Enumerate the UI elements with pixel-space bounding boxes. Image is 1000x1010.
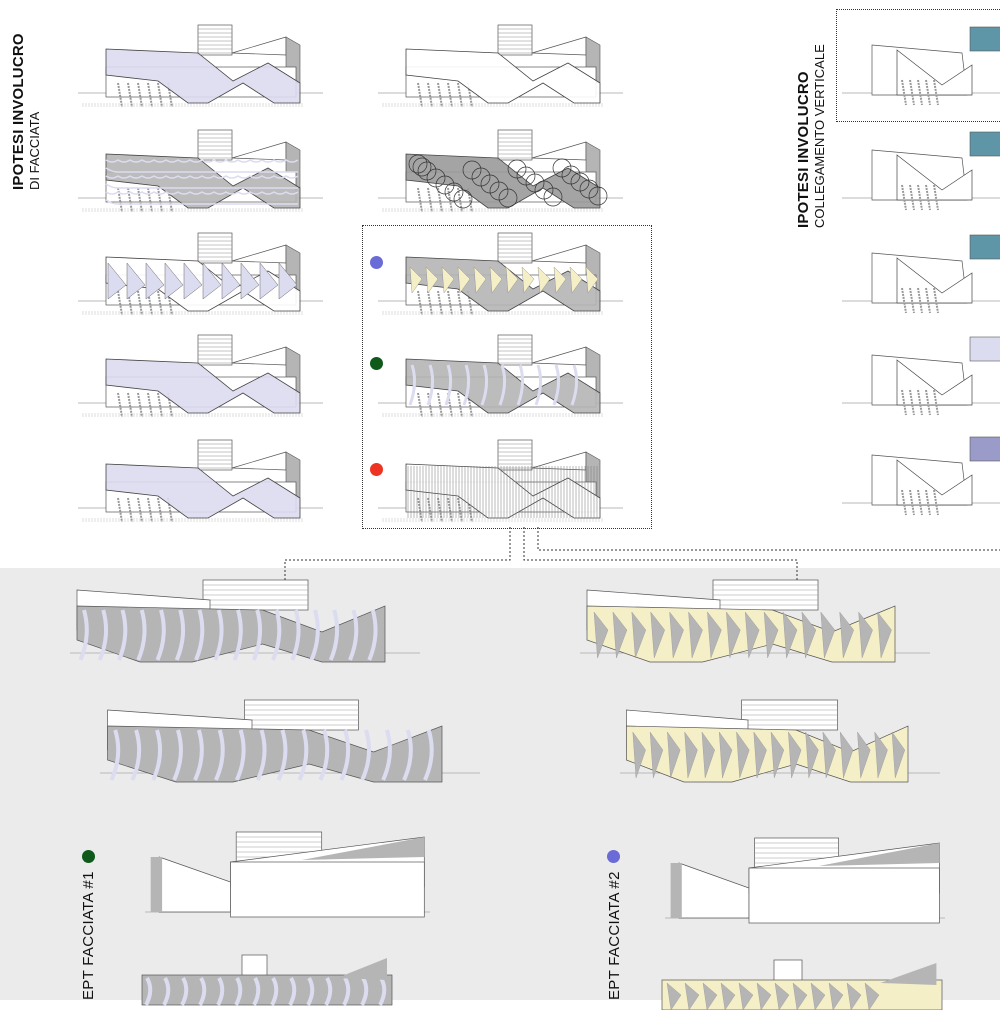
concept1-elevation-b: [100, 699, 480, 783]
concept1-elevation-d: [141, 954, 393, 1006]
option-lavender-3: [78, 439, 323, 523]
concept2-elevation-b: [620, 699, 940, 783]
concept-1-marker: [82, 850, 95, 863]
selected-options-box: [362, 225, 652, 529]
option-triangles-lavender: [78, 232, 323, 316]
concept2-elevation-a: [580, 579, 930, 663]
selected-vertical-box: [836, 9, 1000, 122]
option-circles: [378, 129, 623, 213]
vertical-lavender: [842, 336, 1000, 416]
marker-vertical-lines-pattern: [370, 463, 383, 476]
vertical-teal-2: [842, 131, 1000, 211]
concept2-elevation-c: [665, 837, 945, 924]
concept1-elevation-c: [145, 831, 430, 918]
vertical-teal-3: [842, 234, 1000, 314]
option-stripes: [378, 334, 623, 418]
marker-stripe-pattern: [370, 357, 383, 370]
concept-2-marker: [607, 850, 620, 863]
concept2-elevation-d: [661, 959, 943, 1010]
vertical-teal-1: [842, 26, 1000, 106]
option-vertical-lines: [378, 439, 623, 523]
marker-triangle-pattern: [370, 256, 383, 269]
concept-2-label: EPT FACCIATA #2: [606, 871, 623, 1000]
concept1-elevation-a: [70, 579, 420, 663]
option-plain: [378, 24, 623, 108]
option-lavender-1: [78, 24, 323, 108]
option-yellow-triangles: [378, 232, 623, 316]
option-wavy-grey: [78, 129, 323, 213]
concept-1-label: EPT FACCIATA #1: [80, 871, 97, 1000]
option-lavender-2: [78, 334, 323, 418]
vertical-lines: [842, 436, 1000, 516]
